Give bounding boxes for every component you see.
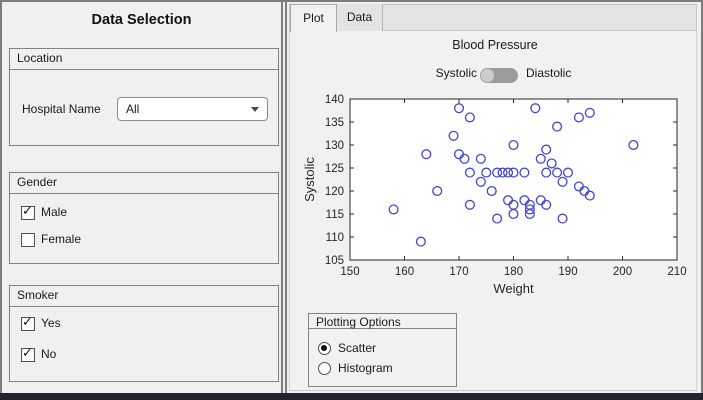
scatter-point bbox=[503, 167, 514, 178]
window-bottom-edge bbox=[0, 393, 703, 400]
location-panel-header: Location bbox=[10, 49, 278, 70]
chevron-down-icon bbox=[251, 106, 259, 112]
scatter-point bbox=[584, 107, 595, 118]
scatter-point bbox=[508, 139, 519, 151]
tab-plot[interactable]: Plot bbox=[290, 4, 337, 32]
male-checkbox-label: Male bbox=[41, 205, 68, 219]
scatter-point bbox=[464, 199, 475, 210]
scatter-point bbox=[535, 153, 546, 164]
scatter-point bbox=[421, 149, 432, 160]
smoker-no-checkbox-label: No bbox=[41, 347, 57, 361]
gender-panel-header: Gender bbox=[10, 173, 278, 194]
scatter-point bbox=[497, 167, 508, 178]
scatter-point bbox=[459, 153, 470, 164]
scatter-point bbox=[557, 176, 568, 187]
scatter-point bbox=[541, 144, 552, 155]
y-tick-label: 110 bbox=[326, 232, 344, 244]
female-checkbox-label: Female bbox=[41, 232, 82, 246]
scatter-point bbox=[481, 167, 492, 178]
blood-pressure-scatter-chart: 150 160 170 180 190 200 210 105 110 115 120 125 130 1… bbox=[302, 94, 687, 296]
scatter-point bbox=[628, 139, 639, 151]
scatter-point bbox=[486, 185, 497, 197]
x-tick-label: 210 bbox=[667, 266, 686, 278]
checkmark-icon: ✓ bbox=[22, 315, 33, 330]
scatter-point bbox=[530, 103, 541, 114]
male-checkbox[interactable]: ✓ bbox=[21, 204, 35, 220]
scatter-point bbox=[492, 167, 503, 178]
pane-divider[interactable] bbox=[281, 2, 287, 393]
female-checkbox[interactable]: ✓ bbox=[21, 233, 35, 247]
scatter-point bbox=[508, 208, 519, 220]
scatter-point bbox=[557, 213, 568, 224]
blood-pressure-title: Blood Pressure bbox=[452, 38, 538, 52]
scatter-point bbox=[464, 167, 475, 178]
x-axis-label: Weight bbox=[493, 281, 534, 296]
x-tick-label: 180 bbox=[504, 266, 523, 278]
scatter-point bbox=[524, 204, 535, 215]
x-tick-label: 190 bbox=[558, 266, 577, 278]
y-tick-label: 115 bbox=[326, 209, 344, 221]
scatter-point bbox=[541, 199, 552, 210]
scatter-point bbox=[492, 213, 503, 224]
scatter-point bbox=[464, 112, 475, 123]
hospital-name-dropdown[interactable]: All bbox=[117, 97, 268, 121]
systolic-diastolic-toggle[interactable] bbox=[480, 68, 518, 83]
data-selection-title: Data Selection bbox=[91, 12, 192, 28]
scatter-point bbox=[475, 153, 486, 164]
smoker-panel: Smoker bbox=[9, 285, 279, 382]
scatter-point bbox=[508, 167, 519, 178]
smoker-yes-checkbox[interactable]: ✓ bbox=[21, 315, 35, 331]
toggle-knob[interactable] bbox=[480, 68, 495, 83]
plot-area bbox=[349, 98, 678, 261]
scatter-radio-label: Scatter bbox=[338, 341, 377, 355]
hospital-name-dropdown-value: All bbox=[126, 102, 140, 116]
checkmark-icon: ✓ bbox=[22, 346, 33, 361]
scatter-point bbox=[432, 185, 443, 197]
y-tick-label: 140 bbox=[325, 94, 344, 106]
smoker-panel-header: Smoker bbox=[10, 286, 278, 307]
tab-data[interactable]: Data bbox=[337, 4, 383, 31]
toggle-label-systolic: Systolic bbox=[435, 66, 477, 80]
smoker-no-checkbox[interactable]: ✓ bbox=[21, 346, 35, 362]
x-tick-label: 150 bbox=[340, 266, 359, 278]
scatter-radio[interactable] bbox=[318, 342, 331, 355]
scatter-point bbox=[546, 158, 557, 169]
histogram-radio[interactable] bbox=[318, 362, 331, 375]
scatter-point bbox=[552, 167, 563, 178]
scatter-point bbox=[573, 112, 584, 123]
plotting-options-panel: Plotting Options bbox=[308, 313, 457, 387]
y-tick-label: 130 bbox=[325, 140, 344, 152]
y-tick-label: 120 bbox=[325, 186, 344, 198]
y-tick-label: 135 bbox=[325, 117, 344, 129]
x-tick-label: 160 bbox=[395, 266, 414, 278]
histogram-radio-label: Histogram bbox=[338, 361, 393, 375]
scatter-point bbox=[453, 103, 465, 114]
checkmark-icon: ✓ bbox=[22, 204, 33, 219]
scatter-point bbox=[388, 204, 399, 215]
scatter-point bbox=[475, 176, 486, 187]
y-tick-label: 105 bbox=[325, 255, 344, 267]
smoker-yes-checkbox-label: Yes bbox=[41, 316, 61, 330]
plotting-options-header: Plotting Options bbox=[309, 314, 456, 329]
scatter-point bbox=[519, 167, 530, 178]
x-tick-label: 200 bbox=[613, 266, 632, 278]
scatter-point bbox=[541, 167, 552, 178]
gender-panel: Gender bbox=[9, 172, 279, 264]
hospital-name-label: Hospital Name bbox=[22, 102, 101, 116]
scatter-point bbox=[584, 190, 595, 201]
scatter-point bbox=[415, 236, 426, 247]
scatter-point bbox=[562, 167, 574, 178]
scatter-point bbox=[448, 130, 459, 141]
toggle-label-diastolic: Diastolic bbox=[526, 66, 572, 80]
y-axis-label: Systolic bbox=[302, 157, 317, 202]
scatter-point bbox=[552, 121, 563, 132]
x-tick-label: 170 bbox=[449, 266, 468, 278]
y-tick-label: 125 bbox=[325, 163, 344, 175]
scatter-point bbox=[524, 208, 535, 220]
